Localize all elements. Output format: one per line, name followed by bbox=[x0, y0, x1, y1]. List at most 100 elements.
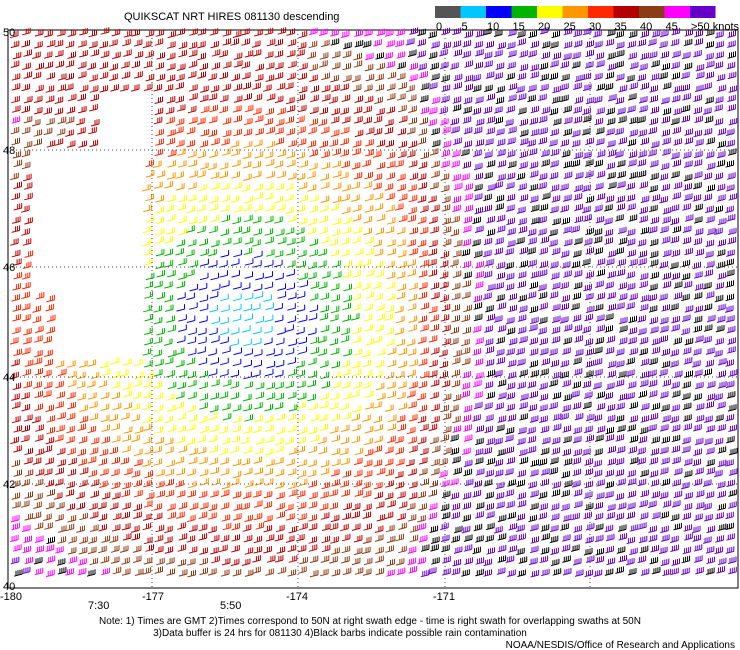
wind-barb bbox=[266, 126, 275, 135]
wind-barb bbox=[121, 568, 131, 576]
wind-barb bbox=[308, 27, 318, 36]
wind-barb bbox=[307, 261, 317, 270]
wind-barb bbox=[473, 480, 482, 488]
wind-barb bbox=[639, 545, 649, 554]
wind-barb bbox=[442, 412, 452, 421]
wind-barb bbox=[650, 479, 660, 487]
wind-barb bbox=[55, 546, 64, 554]
wind-barb bbox=[364, 63, 374, 72]
wind-barb bbox=[573, 448, 582, 457]
wind-barb bbox=[298, 478, 308, 487]
wind-barb bbox=[387, 390, 396, 399]
wind-barb bbox=[286, 28, 295, 36]
wind-barb bbox=[175, 456, 185, 464]
wind-barb bbox=[276, 413, 286, 421]
wind-barb bbox=[342, 270, 352, 279]
wind-barb bbox=[307, 272, 317, 280]
wind-barb bbox=[573, 270, 583, 278]
wind-barb bbox=[274, 160, 284, 168]
wind-barb bbox=[648, 126, 657, 135]
wind-barb bbox=[221, 346, 231, 354]
wind-barb bbox=[651, 566, 661, 575]
wind-barb bbox=[452, 204, 461, 213]
wind-barb bbox=[628, 150, 638, 159]
wind-barb bbox=[449, 337, 459, 346]
wind-barb bbox=[230, 195, 240, 203]
wind-barb bbox=[10, 172, 19, 181]
wind-barb bbox=[439, 61, 449, 70]
wind-barb bbox=[615, 30, 624, 39]
wind-barb bbox=[233, 128, 242, 137]
wind-barb bbox=[529, 390, 538, 399]
wind-barb bbox=[539, 203, 549, 212]
wind-barb bbox=[329, 426, 339, 434]
wind-barb bbox=[441, 490, 451, 499]
wind-barb bbox=[495, 492, 505, 500]
wind-barb bbox=[386, 239, 396, 247]
wind-barb bbox=[329, 139, 339, 147]
wind-barb bbox=[724, 305, 734, 313]
wind-barb bbox=[374, 370, 383, 378]
wind-barb bbox=[343, 502, 352, 511]
wind-barb bbox=[208, 348, 217, 356]
wind-barb bbox=[637, 39, 646, 47]
wind-barb bbox=[11, 95, 20, 104]
wind-barb bbox=[717, 272, 727, 280]
wind-barb bbox=[428, 51, 438, 60]
wind-barb bbox=[319, 360, 329, 368]
wind-barb bbox=[398, 104, 407, 113]
wind-barb bbox=[331, 84, 340, 92]
wind-barb bbox=[9, 534, 19, 543]
wind-barb bbox=[275, 118, 285, 127]
wind-barb bbox=[573, 525, 582, 533]
wind-barb bbox=[374, 534, 384, 542]
wind-barb bbox=[342, 567, 352, 576]
wind-barb bbox=[264, 271, 273, 279]
wind-barb bbox=[352, 84, 362, 92]
wind-barb bbox=[288, 489, 298, 497]
wind-barb bbox=[473, 193, 483, 201]
wind-barb bbox=[549, 205, 559, 214]
wind-barb bbox=[606, 557, 616, 566]
wind-barb bbox=[263, 490, 273, 499]
wind-barb bbox=[287, 468, 297, 476]
wind-barb bbox=[661, 148, 671, 156]
wind-barb bbox=[538, 291, 548, 300]
wind-barb bbox=[142, 40, 152, 49]
wind-barb bbox=[99, 448, 109, 457]
wind-barb bbox=[549, 261, 559, 269]
wind-barb bbox=[166, 74, 176, 82]
wind-barb bbox=[629, 415, 638, 423]
wind-barb bbox=[430, 282, 440, 290]
wind-barb bbox=[152, 160, 162, 168]
wind-barb bbox=[275, 524, 285, 533]
wind-barb bbox=[341, 457, 350, 466]
wind-barb bbox=[188, 327, 197, 336]
wind-barb bbox=[485, 491, 494, 500]
wind-barb bbox=[242, 393, 252, 402]
wind-barb bbox=[627, 93, 637, 101]
wind-barb bbox=[629, 82, 638, 90]
wind-barb bbox=[265, 236, 274, 244]
wind-barb bbox=[22, 27, 31, 36]
wind-barb bbox=[176, 104, 186, 112]
wind-barb bbox=[66, 106, 76, 114]
wind-barb bbox=[186, 423, 196, 432]
wind-barb bbox=[155, 62, 164, 70]
wind-barb bbox=[55, 360, 65, 368]
wind-barb bbox=[298, 217, 308, 225]
wind-barb bbox=[211, 49, 221, 57]
wind-barb bbox=[637, 478, 647, 487]
wind-barb bbox=[606, 29, 616, 37]
wind-barb bbox=[199, 456, 208, 465]
wind-barb bbox=[199, 381, 208, 390]
wind-barb bbox=[210, 547, 219, 555]
wind-barb bbox=[209, 457, 218, 465]
wind-barb bbox=[233, 249, 242, 258]
wind-barb bbox=[485, 511, 495, 519]
wind-barb bbox=[286, 248, 295, 256]
wind-barb bbox=[442, 41, 451, 50]
wind-barb bbox=[156, 469, 165, 477]
wind-barb bbox=[232, 303, 242, 312]
wind-barb bbox=[286, 128, 295, 136]
